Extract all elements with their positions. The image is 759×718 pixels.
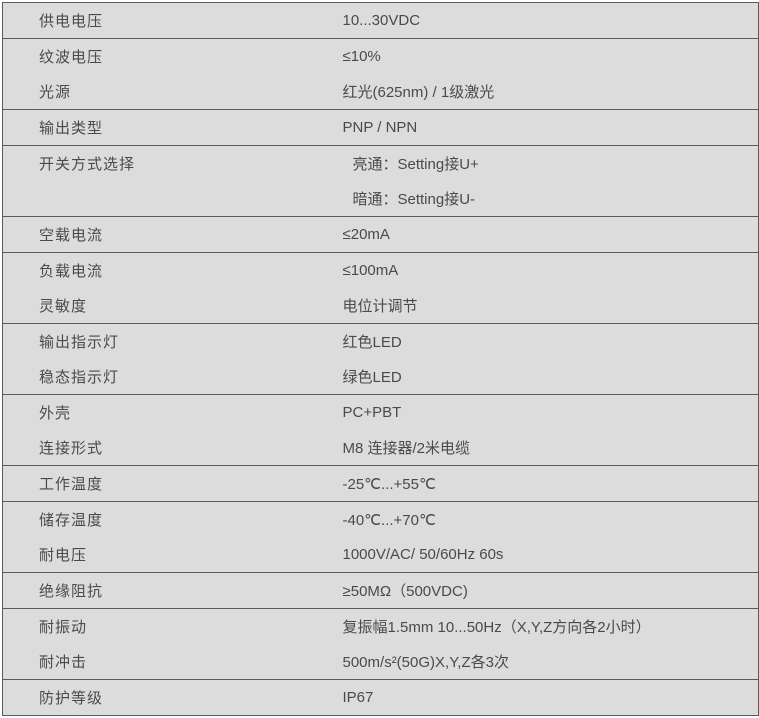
spec-value: IP67 xyxy=(258,680,759,716)
table-row: 外壳PC+PBT xyxy=(3,395,759,431)
table-row: 输出类型PNP / NPN xyxy=(3,110,759,146)
spec-label: 外壳 xyxy=(3,395,258,431)
spec-value: -40℃...+70℃ xyxy=(258,502,759,538)
table-row: 纹波电压≤10% xyxy=(3,39,759,75)
table-row: 灵敏度电位计调节 xyxy=(3,288,759,324)
spec-value: -25℃...+55℃ xyxy=(258,466,759,502)
spec-table-body: 供电电压10...30VDC纹波电压≤10%光源红光(625nm) / 1级激光… xyxy=(3,3,759,716)
spec-value: 暗通：Setting接U- xyxy=(258,181,759,217)
table-row: 储存温度-40℃...+70℃ xyxy=(3,502,759,538)
spec-label: 绝缘阻抗 xyxy=(3,573,258,609)
spec-value: 红色LED xyxy=(258,324,759,360)
spec-value: 电位计调节 xyxy=(258,288,759,324)
spec-label: 输出指示灯 xyxy=(3,324,258,360)
table-row: 开关方式选择亮通：Setting接U+ xyxy=(3,146,759,182)
spec-value: 亮通：Setting接U+ xyxy=(258,146,759,182)
spec-label: 耐冲击 xyxy=(3,644,258,680)
table-row: 耐振动复振幅1.5mm 10...50Hz（X,Y,Z方向各2小时） xyxy=(3,609,759,645)
table-row: 暗通：Setting接U- xyxy=(3,181,759,217)
table-row: 稳态指示灯绿色LED xyxy=(3,359,759,395)
spec-value: 绿色LED xyxy=(258,359,759,395)
spec-value: M8 连接器/2米电缆 xyxy=(258,430,759,466)
table-row: 绝缘阻抗≥50MΩ（500VDC) xyxy=(3,573,759,609)
table-row: 连接形式M8 连接器/2米电缆 xyxy=(3,430,759,466)
spec-value: ≤100mA xyxy=(258,253,759,289)
spec-label: 供电电压 xyxy=(3,3,258,39)
table-row: 输出指示灯红色LED xyxy=(3,324,759,360)
spec-value: PNP / NPN xyxy=(258,110,759,146)
spec-value: 红光(625nm) / 1级激光 xyxy=(258,74,759,110)
spec-label xyxy=(3,181,258,217)
spec-value: ≤20mA xyxy=(258,217,759,253)
spec-label: 开关方式选择 xyxy=(3,146,258,182)
spec-value: 500m/s²(50G)X,Y,Z各3次 xyxy=(258,644,759,680)
spec-value: 10...30VDC xyxy=(258,3,759,39)
specifications-table: 供电电压10...30VDC纹波电压≤10%光源红光(625nm) / 1级激光… xyxy=(2,2,759,716)
spec-value: ≥50MΩ（500VDC) xyxy=(258,573,759,609)
spec-label: 输出类型 xyxy=(3,110,258,146)
table-row: 光源红光(625nm) / 1级激光 xyxy=(3,74,759,110)
spec-label: 稳态指示灯 xyxy=(3,359,258,395)
spec-label: 连接形式 xyxy=(3,430,258,466)
table-row: 工作温度-25℃...+55℃ xyxy=(3,466,759,502)
spec-label: 纹波电压 xyxy=(3,39,258,75)
table-row: 负载电流≤100mA xyxy=(3,253,759,289)
table-row: 供电电压10...30VDC xyxy=(3,3,759,39)
spec-label: 负载电流 xyxy=(3,253,258,289)
table-row: 耐冲击500m/s²(50G)X,Y,Z各3次 xyxy=(3,644,759,680)
spec-label: 储存温度 xyxy=(3,502,258,538)
spec-value: ≤10% xyxy=(258,39,759,75)
spec-label: 防护等级 xyxy=(3,680,258,716)
spec-value: 复振幅1.5mm 10...50Hz（X,Y,Z方向各2小时） xyxy=(258,609,759,645)
spec-label: 耐电压 xyxy=(3,537,258,573)
table-row: 耐电压1000V/AC/ 50/60Hz 60s xyxy=(3,537,759,573)
spec-label: 灵敏度 xyxy=(3,288,258,324)
table-row: 空载电流≤20mA xyxy=(3,217,759,253)
table-row: 防护等级IP67 xyxy=(3,680,759,716)
spec-value: PC+PBT xyxy=(258,395,759,431)
spec-label: 光源 xyxy=(3,74,258,110)
spec-label: 工作温度 xyxy=(3,466,258,502)
spec-value: 1000V/AC/ 50/60Hz 60s xyxy=(258,537,759,573)
spec-label: 耐振动 xyxy=(3,609,258,645)
spec-label: 空载电流 xyxy=(3,217,258,253)
